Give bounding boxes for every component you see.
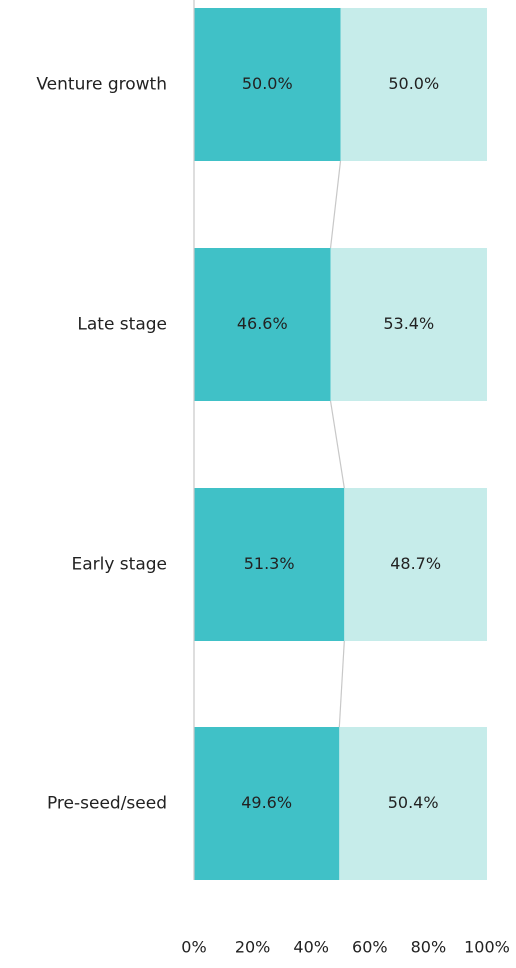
- data-label: 46.6%: [237, 314, 288, 333]
- x-tick-label: 20%: [235, 938, 271, 957]
- data-label: 48.7%: [390, 554, 441, 573]
- x-tick-label: 60%: [352, 938, 388, 957]
- bar-segment-outside: [340, 8, 487, 161]
- connector-line: [329, 400, 345, 489]
- bar-segment-outside: [330, 248, 487, 401]
- x-tick-label: 40%: [293, 938, 329, 957]
- connector-line: [338, 640, 345, 728]
- bar-segment-hub: [194, 727, 340, 880]
- data-label: 50.0%: [388, 74, 439, 93]
- data-label: 50.4%: [388, 793, 439, 812]
- bar-segment-hub: [194, 248, 331, 401]
- category-label: Pre-seed/seed: [47, 794, 167, 814]
- connector-line: [329, 160, 342, 249]
- x-tick-label: 80%: [411, 938, 447, 957]
- bar-segment-hub: [194, 8, 341, 161]
- bar-segment-hub: [194, 488, 345, 641]
- data-label: 51.3%: [244, 554, 295, 573]
- category-label: Venture growth: [36, 75, 167, 95]
- category-label: Early stage: [71, 555, 167, 575]
- data-label: 49.6%: [241, 793, 292, 812]
- bar-segment-outside: [344, 488, 487, 641]
- x-tick-label: 100%: [464, 938, 510, 957]
- data-label: 53.4%: [383, 314, 434, 333]
- category-label: Late stage: [77, 315, 167, 335]
- x-tick-label: 0%: [181, 938, 206, 957]
- data-label: 50.0%: [242, 74, 293, 93]
- bar-segment-outside: [339, 727, 487, 880]
